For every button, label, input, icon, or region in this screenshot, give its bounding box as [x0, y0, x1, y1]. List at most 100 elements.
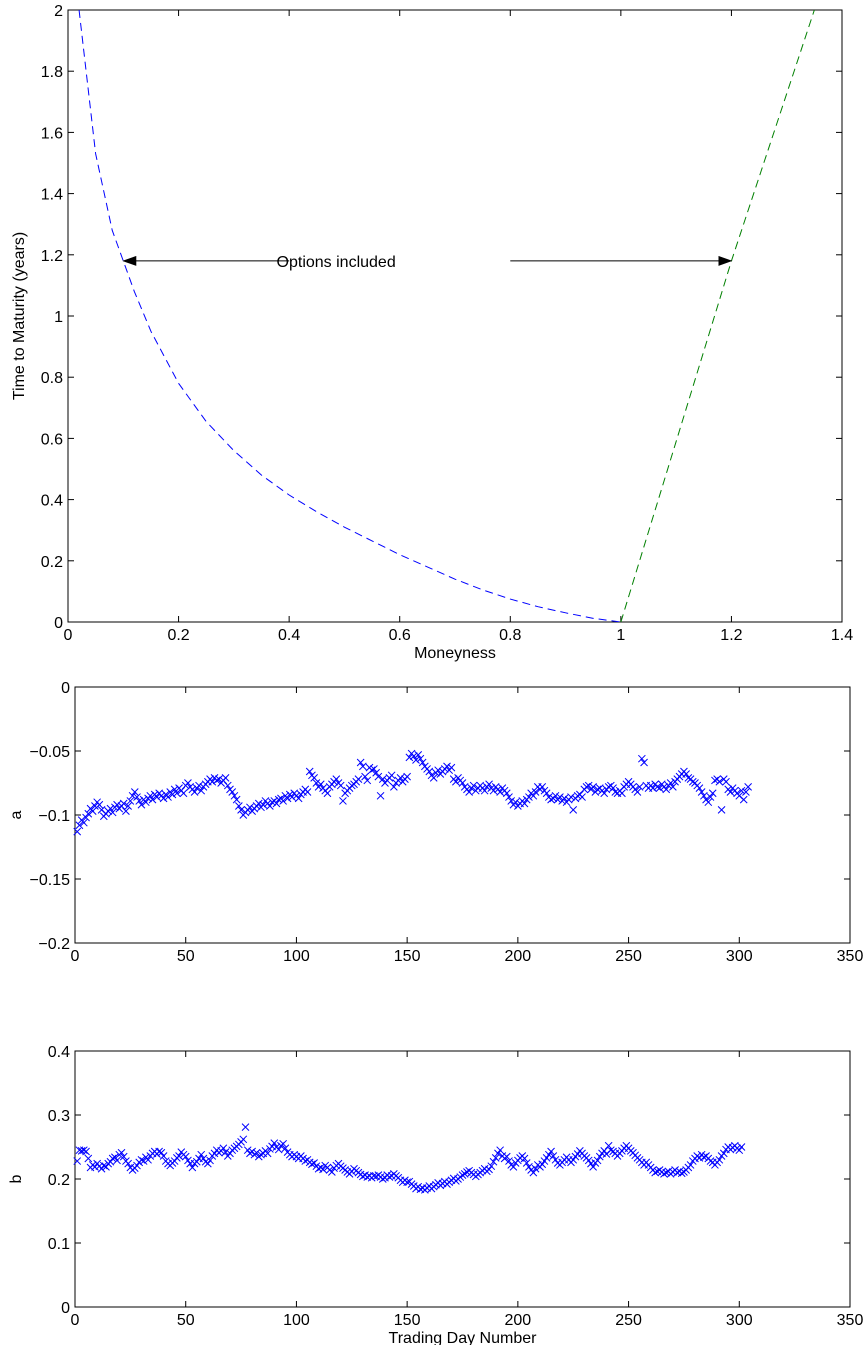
data-point-marker: [735, 1146, 744, 1155]
data-point-marker: [363, 776, 372, 785]
data-point-marker: [502, 1152, 511, 1161]
x-tick-label: 300: [726, 1312, 753, 1329]
y-tick-label: 1.6: [41, 125, 63, 142]
data-point-marker: [130, 788, 139, 796]
marker-group: [73, 1123, 746, 1194]
marker-group: [73, 749, 752, 836]
data-point-marker: [80, 818, 88, 827]
data-point-marker: [469, 781, 478, 790]
x-axis-label: Moneyness: [414, 645, 496, 662]
data-point-marker: [106, 804, 115, 813]
data-point-marker: [157, 1148, 166, 1157]
data-point-marker: [429, 774, 438, 782]
data-point-marker: [168, 790, 177, 799]
data-point-marker: [660, 1170, 668, 1178]
data-point-marker: [633, 788, 642, 796]
y-tick-label: 0.1: [48, 1236, 70, 1253]
data-point-marker: [403, 1178, 411, 1187]
data-point-marker: [485, 780, 493, 789]
data-point-marker: [328, 1168, 336, 1176]
data-point-marker: [529, 1168, 538, 1177]
data-point-marker: [274, 1145, 283, 1154]
data-point-marker: [582, 782, 591, 791]
data-point-marker: [356, 758, 365, 767]
data-point-marker: [142, 798, 150, 807]
data-point-marker: [235, 802, 243, 810]
data-point-marker: [374, 772, 383, 781]
data-point-marker: [359, 762, 367, 771]
data-point-marker: [128, 791, 137, 800]
y-tick-label: 0.4: [48, 1044, 70, 1061]
data-point-marker: [403, 772, 411, 781]
y-tick-label: 0: [54, 615, 63, 632]
data-point-marker: [719, 1149, 728, 1158]
y-tick-label: 2: [54, 3, 63, 20]
data-point-marker: [509, 1162, 518, 1171]
y-axis-label: Time to Maturity (years): [11, 232, 28, 400]
data-point-marker: [447, 763, 456, 772]
data-point-marker: [480, 786, 489, 795]
data-point-marker: [119, 799, 128, 808]
data-point-marker: [618, 789, 626, 798]
data-point-marker: [254, 799, 263, 808]
data-point-marker: [452, 777, 460, 786]
data-point-marker: [489, 786, 498, 795]
data-point-marker: [126, 797, 135, 805]
data-point-marker: [531, 1164, 540, 1173]
data-point-marker: [520, 1154, 529, 1163]
data-point-marker: [569, 1155, 578, 1164]
data-point-marker: [458, 779, 467, 787]
data-point-marker: [204, 1159, 212, 1168]
data-point-marker: [117, 1148, 126, 1157]
data-point-marker: [595, 1152, 604, 1161]
data-point-marker: [653, 782, 662, 791]
x-tick-label: 1.2: [720, 627, 742, 644]
data-point-marker: [700, 791, 708, 800]
data-point-marker: [416, 754, 425, 763]
data-point-marker: [73, 1157, 82, 1165]
x-tick-label: 0: [64, 627, 73, 644]
data-point-marker: [538, 782, 547, 791]
data-point-marker: [655, 784, 664, 792]
data-point-marker: [319, 1165, 327, 1174]
data-point-marker: [274, 795, 283, 804]
data-point-marker: [494, 1149, 502, 1158]
data-point-marker: [697, 788, 706, 796]
data-point-marker: [387, 771, 396, 780]
data-point-marker: [593, 1156, 602, 1165]
data-point-marker: [704, 798, 713, 807]
data-point-marker: [237, 806, 245, 814]
data-point-marker: [153, 793, 161, 801]
data-point-marker: [97, 1164, 106, 1173]
data-point-marker: [108, 808, 117, 817]
data-point-marker: [332, 775, 341, 784]
data-point-marker: [390, 782, 398, 791]
y-tick-label: 1.8: [41, 64, 63, 81]
data-point-marker: [181, 1152, 190, 1161]
data-point-marker: [144, 1155, 152, 1164]
x-tick-label: 200: [505, 948, 532, 965]
x-tick-label: 0.2: [167, 627, 189, 644]
data-point-marker: [148, 795, 157, 804]
data-point-marker: [263, 1149, 272, 1158]
data-point-marker: [310, 1159, 318, 1167]
data-point-marker: [412, 756, 420, 764]
data-point-marker: [111, 1153, 119, 1162]
data-point-marker: [215, 775, 223, 784]
y-tick-label: 0.2: [41, 554, 63, 571]
data-point-marker: [268, 798, 276, 807]
data-point-marker: [339, 797, 347, 805]
data-point-marker: [88, 807, 97, 816]
data-point-marker: [465, 788, 473, 796]
data-point-marker: [84, 809, 93, 818]
data-point-marker: [173, 789, 181, 798]
data-point-marker: [726, 788, 735, 796]
data-point-marker: [739, 795, 748, 804]
options-included-annotation: Options included: [277, 254, 396, 271]
data-point-marker: [184, 779, 192, 787]
data-point-marker: [80, 1146, 88, 1155]
data-point-marker: [279, 797, 287, 805]
data-point-marker: [560, 794, 569, 803]
y-tick-label: −0.05: [30, 744, 71, 761]
data-point-marker: [706, 793, 715, 801]
